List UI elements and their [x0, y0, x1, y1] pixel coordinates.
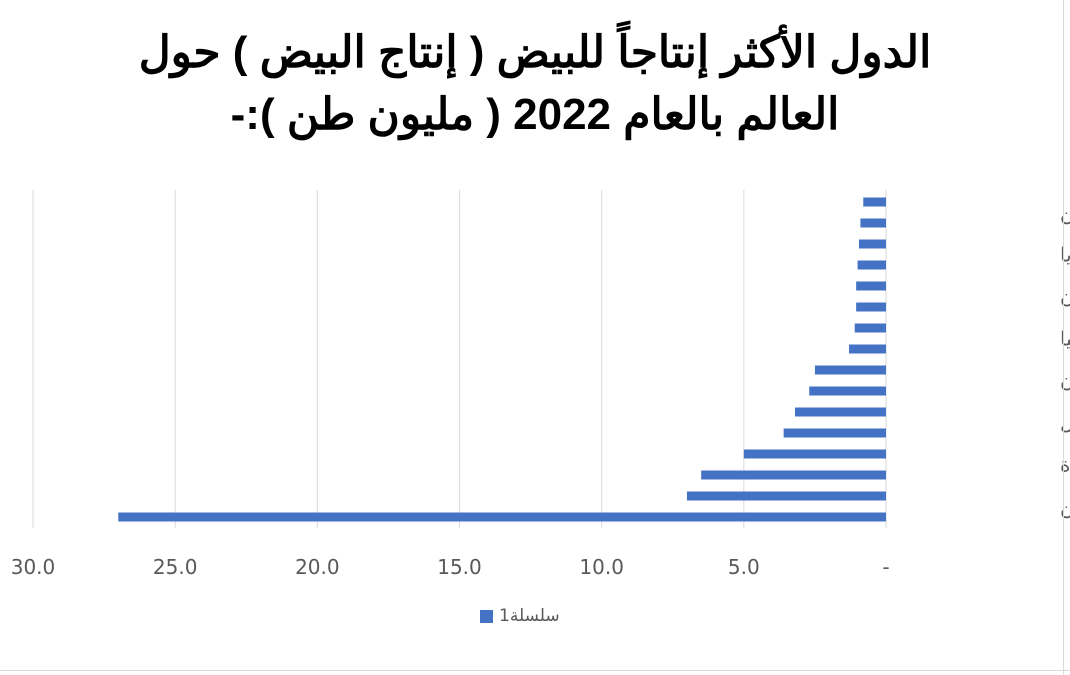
- category-label: الصِين: [1060, 495, 1070, 519]
- bar: [854, 323, 886, 333]
- x-tick-label: 15.0: [437, 555, 482, 579]
- bar: [809, 386, 886, 396]
- x-tick-label: 10.0: [579, 555, 624, 579]
- right-border: [1063, 0, 1064, 675]
- chart-title-line-2: العالم بالعام 2022 ( مليون طن ):-: [230, 90, 840, 139]
- category-label: الولايات المتحدة: [1060, 453, 1070, 477]
- bar: [849, 344, 886, 354]
- bar: [856, 302, 886, 312]
- bar: [856, 281, 886, 291]
- legend-swatch: [480, 609, 493, 623]
- bar: [857, 260, 886, 270]
- category-label: باكستان: [1060, 285, 1070, 309]
- chart-title: الدول الأكثر إنتاجاً للبيض ( إنتاج البيض…: [0, 22, 1070, 146]
- chart-title-line-1: الدول الأكثر إنتاجاً للبيض ( إنتاج البيض…: [138, 28, 932, 77]
- bar: [743, 449, 886, 459]
- x-tick-label: 5.0: [728, 555, 760, 579]
- x-tick-label: 20.0: [295, 555, 340, 579]
- bar: [686, 491, 886, 501]
- bar: [783, 428, 886, 438]
- legend: سلسلة1: [480, 606, 560, 626]
- category-label: الأرجنتين: [1060, 201, 1070, 225]
- bar: [814, 365, 886, 375]
- category-label: اليابان: [1060, 369, 1070, 393]
- category-label: تركيا: [1060, 327, 1070, 351]
- bottom-border: [0, 670, 1070, 671]
- category-label: ماليزيا: [1060, 243, 1070, 267]
- legend-label: سلسلة1: [499, 606, 560, 626]
- bar: [795, 407, 886, 417]
- x-tick-label: 25.0: [153, 555, 198, 579]
- category-label: البرازيل: [1060, 411, 1070, 435]
- x-tick-label: -: [882, 555, 889, 579]
- bar: [860, 218, 886, 228]
- bar: [701, 470, 886, 480]
- bar: [863, 197, 886, 207]
- x-tick-label: 30.0: [11, 555, 56, 579]
- bar: [118, 512, 887, 522]
- bar: [858, 239, 886, 249]
